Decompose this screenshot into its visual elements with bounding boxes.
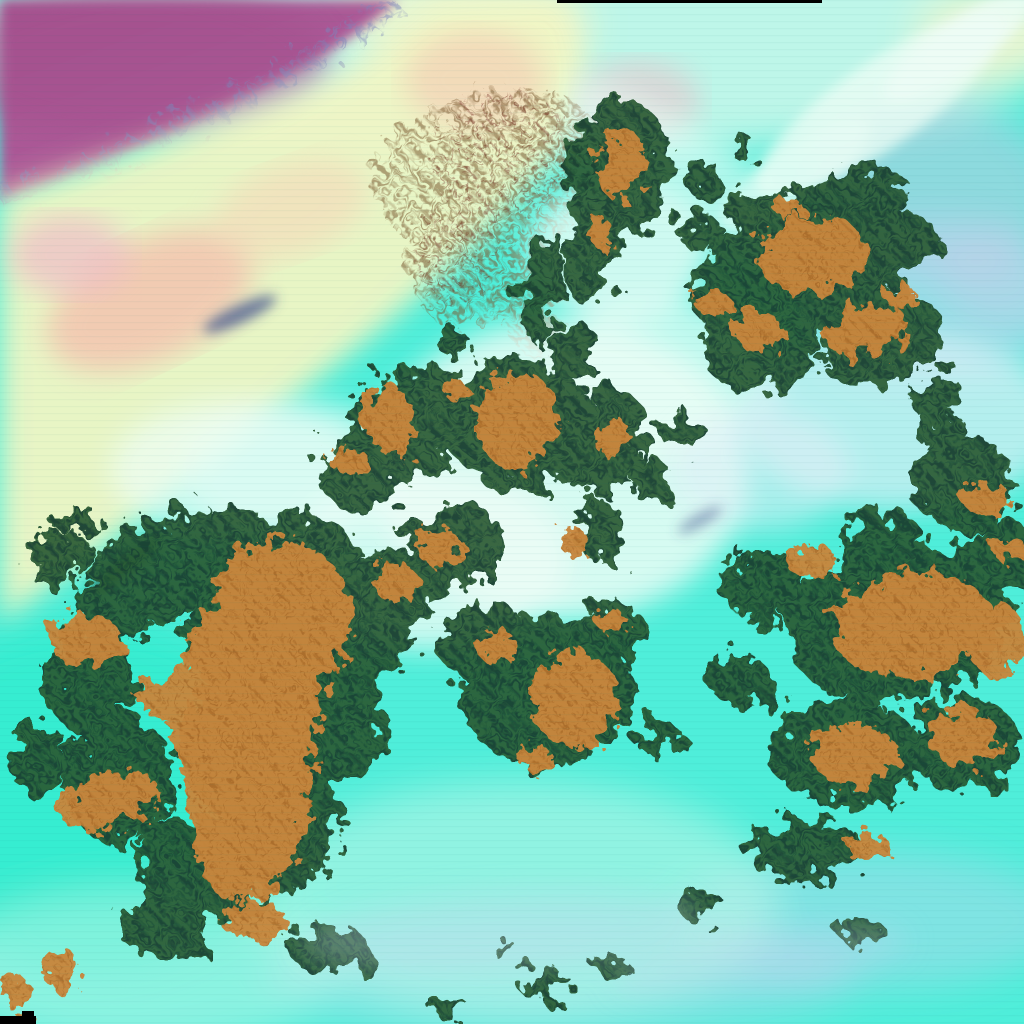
missing-data-artifacts <box>0 0 822 1024</box>
corner-missing-data <box>0 1016 36 1024</box>
top-missing-scanline <box>557 0 822 3</box>
corner-missing-data <box>22 1011 34 1019</box>
